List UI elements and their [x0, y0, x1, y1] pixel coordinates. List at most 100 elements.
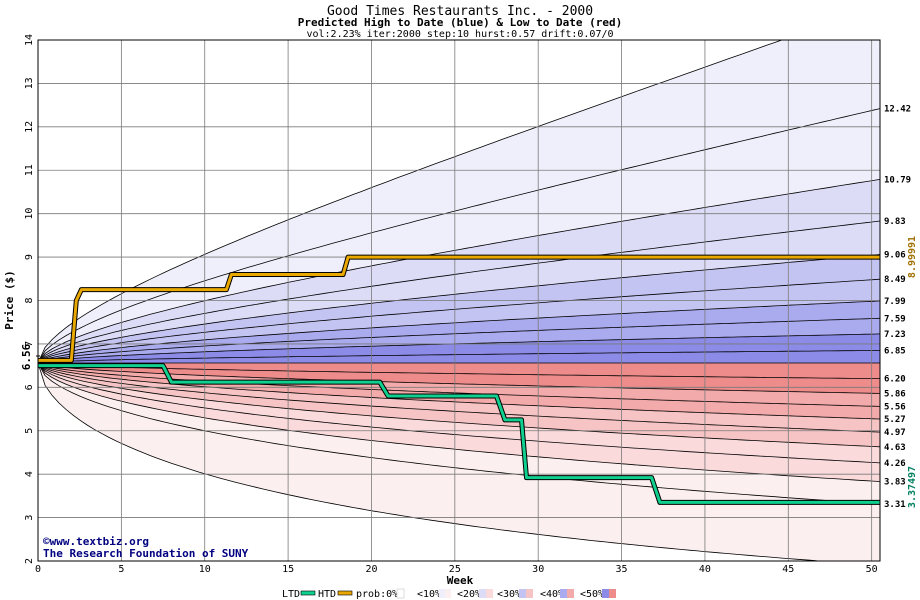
- legend-htd-label: HTD: [318, 589, 336, 600]
- legend-swatch-30a: [519, 589, 526, 598]
- curve-end-label: 10.79: [884, 175, 911, 185]
- y-tick-label: 3: [24, 515, 35, 521]
- curve-end-label: 6.85: [884, 346, 906, 356]
- low-band-5: [38, 363, 880, 463]
- y-tick-label: 4: [24, 471, 35, 477]
- low-curve-9: [37, 362, 880, 562]
- curve-end-label: 4.63: [884, 443, 906, 453]
- legend-30-label: <30%: [497, 589, 521, 600]
- htd-line: [38, 255, 880, 362]
- htd-final-annotation: 8.99991: [907, 236, 918, 278]
- x-tick-label: 35: [616, 564, 628, 575]
- x-tick-label: 10: [199, 564, 211, 575]
- series-lines: [38, 254, 880, 505]
- low-curve-2: [37, 362, 881, 407]
- low-curve-5: [37, 362, 881, 448]
- curve-end-label: 7.23: [884, 330, 906, 340]
- y-tick-label: 13: [24, 77, 35, 89]
- legend-swatch-40a: [560, 589, 567, 598]
- high-curve-9: [37, 350, 881, 364]
- curve-end-label: 7.99: [884, 297, 906, 307]
- y-tick-label: 10: [24, 208, 35, 220]
- curve-end-label: 7.59: [884, 314, 906, 324]
- x-tick-label: 0: [35, 564, 41, 575]
- curve-end-label: 12.42: [884, 105, 911, 115]
- low-band-8: [38, 363, 880, 561]
- y-tick-label: 9: [24, 254, 35, 260]
- curve-end-label: 5.86: [884, 389, 906, 399]
- high-band-2: [38, 179, 880, 363]
- low-curve-1: [37, 362, 881, 394]
- curve-end-label: 9.83: [884, 217, 906, 227]
- legend-10-label: <10%: [417, 589, 441, 600]
- ltd-line: [38, 364, 880, 504]
- low-band-4: [38, 363, 880, 447]
- curve-end-label: 5.56: [884, 402, 906, 412]
- right-value-labels: 12.42 10.79 9.83 9.06 8.49 7.99 7.59 7.23 6.85 6.…: [884, 105, 911, 511]
- legend-swatch-20b: [486, 589, 493, 598]
- x-tick-label: 30: [532, 564, 544, 575]
- low-band-7: [38, 363, 880, 505]
- low-band-2: [38, 363, 880, 419]
- x-tick-label: 40: [699, 564, 711, 575]
- low-curve-4: [37, 362, 881, 433]
- high-band-8: [38, 333, 880, 363]
- legend-swatch-30b: [526, 589, 533, 598]
- legend-ltd-swatch: [300, 590, 316, 596]
- legend: LTD HTD prob:0% <10% <20% <30% <40% <50%: [282, 588, 616, 600]
- y-tick-label: 14: [24, 34, 35, 46]
- x-tick-label: 45: [782, 564, 794, 575]
- foundation-mark: The Research Foundation of SUNY: [43, 547, 249, 560]
- y-tick-label: 2: [24, 558, 35, 564]
- legend-ltd-label: LTD: [282, 589, 300, 600]
- legend-20-label: <20%: [457, 589, 481, 600]
- y-tick-label: 11: [24, 164, 35, 176]
- y-axis-label: Price ($): [3, 270, 16, 330]
- x-tick-label: 25: [449, 564, 461, 575]
- legend-swatch-0: [396, 588, 405, 599]
- y-tick-labels: 2 3 4 5 6 7 8 9 10 11 12 13 14: [24, 34, 35, 564]
- curve-end-label: 8.49: [884, 275, 906, 285]
- high-curve-6: [37, 300, 881, 364]
- legend-40-label: <40%: [540, 589, 564, 600]
- legend-50-label: <50%: [580, 589, 604, 600]
- legend-swatch-10b: [445, 589, 451, 598]
- curve-end-label: 4.26: [884, 459, 906, 469]
- high-band-0: [38, 40, 880, 363]
- curve-end-label: 4.97: [884, 428, 906, 438]
- low-band-center: [38, 363, 880, 379]
- high-band-center: [38, 350, 880, 363]
- plot-frame: [37, 39, 881, 562]
- high-curve-7: [37, 317, 881, 364]
- x-tick-labels: 0 5 10 15 20 25 30 35 40 45 50: [35, 564, 878, 575]
- y-tick-label: 7: [24, 341, 35, 347]
- x-axis-label: Week: [447, 574, 474, 587]
- high-curve-5: [37, 278, 881, 364]
- curve-end-label: 9.06: [884, 250, 906, 260]
- curve-end-label: 6.20: [884, 375, 906, 385]
- curve-end-label: 3.31: [884, 500, 906, 510]
- chart-params: vol:2.23% iter:2000 step:10 hurst:0.57 d…: [306, 29, 613, 40]
- legend-prob-label: prob:0%: [356, 589, 398, 600]
- high-curve-2: [37, 179, 881, 364]
- curve-end-label: 5.27: [884, 415, 906, 425]
- low-band-1: [38, 363, 880, 407]
- x-tick-label: 20: [365, 564, 377, 575]
- low-curve-7: [37, 362, 881, 482]
- y-tick-label: 5: [24, 428, 35, 434]
- legend-swatch-10a: [439, 589, 445, 598]
- quantile-curves: [37, 39, 881, 562]
- high-curve-3: [37, 220, 881, 364]
- x-tick-label: 5: [118, 564, 124, 575]
- copyright-mark: ©www.textbiz.org: [43, 535, 149, 548]
- curve-end-label: 3.83: [884, 478, 906, 488]
- low-band-3: [38, 363, 880, 433]
- legend-swatch-50b: [609, 589, 616, 598]
- low-curve-0: [37, 362, 880, 379]
- legend-swatch-50a: [602, 589, 609, 598]
- y-tick-label: 6: [24, 384, 35, 390]
- x-tick-label: 50: [866, 564, 878, 575]
- legend-swatch-40b: [567, 589, 574, 598]
- high-band-7: [38, 318, 880, 363]
